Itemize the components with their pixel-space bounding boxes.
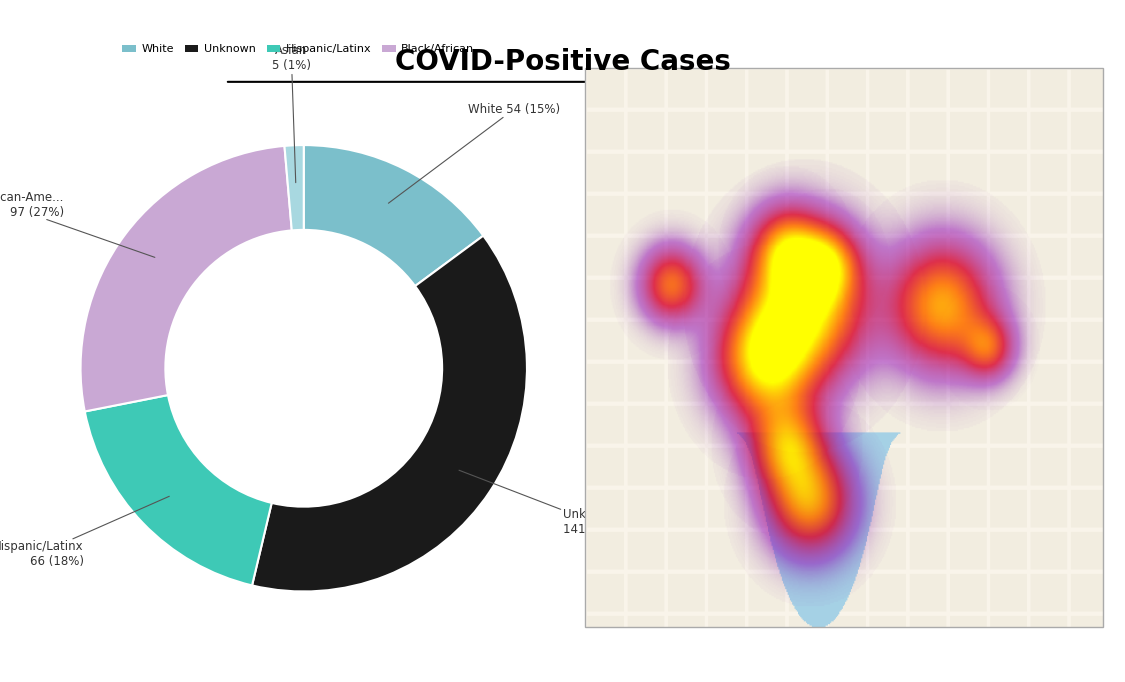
Text: Hispanic/Latinx
66 (18%): Hispanic/Latinx 66 (18%) [0, 496, 169, 568]
Text: COVID-Positive Cases: COVID-Positive Cases [395, 48, 730, 76]
Legend: White, Unknown, Hispanic/Latinx, Black/African...: White, Unknown, Hispanic/Latinx, Black/A… [118, 40, 489, 59]
Text: Black/African-Ame...
97 (27%): Black/African-Ame... 97 (27%) [0, 191, 155, 257]
Wedge shape [285, 145, 304, 231]
Wedge shape [252, 236, 526, 591]
Wedge shape [84, 395, 272, 585]
Text: White 54 (15%): White 54 (15%) [388, 103, 560, 203]
Text: Asian
5 (1%): Asian 5 (1%) [272, 44, 311, 183]
Text: Unknown
141 (39%): Unknown 141 (39%) [459, 470, 624, 536]
Wedge shape [81, 146, 291, 411]
Wedge shape [304, 145, 484, 286]
